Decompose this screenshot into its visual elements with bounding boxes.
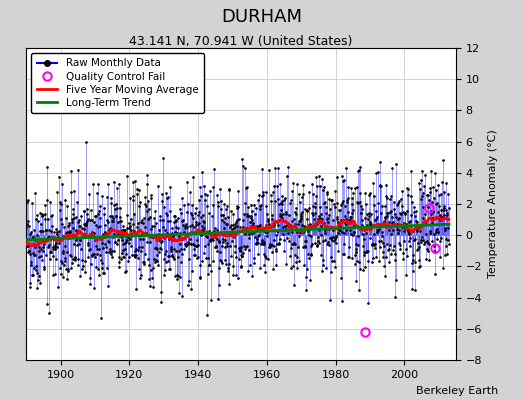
Y-axis label: Temperature Anomaly (°C): Temperature Anomaly (°C): [488, 130, 498, 278]
Legend: Raw Monthly Data, Quality Control Fail, Five Year Moving Average, Long-Term Tren: Raw Monthly Data, Quality Control Fail, …: [31, 53, 204, 113]
Title: 43.141 N, 70.941 W (United States): 43.141 N, 70.941 W (United States): [129, 35, 353, 48]
Text: DURHAM: DURHAM: [222, 8, 302, 26]
Text: Berkeley Earth: Berkeley Earth: [416, 386, 498, 396]
